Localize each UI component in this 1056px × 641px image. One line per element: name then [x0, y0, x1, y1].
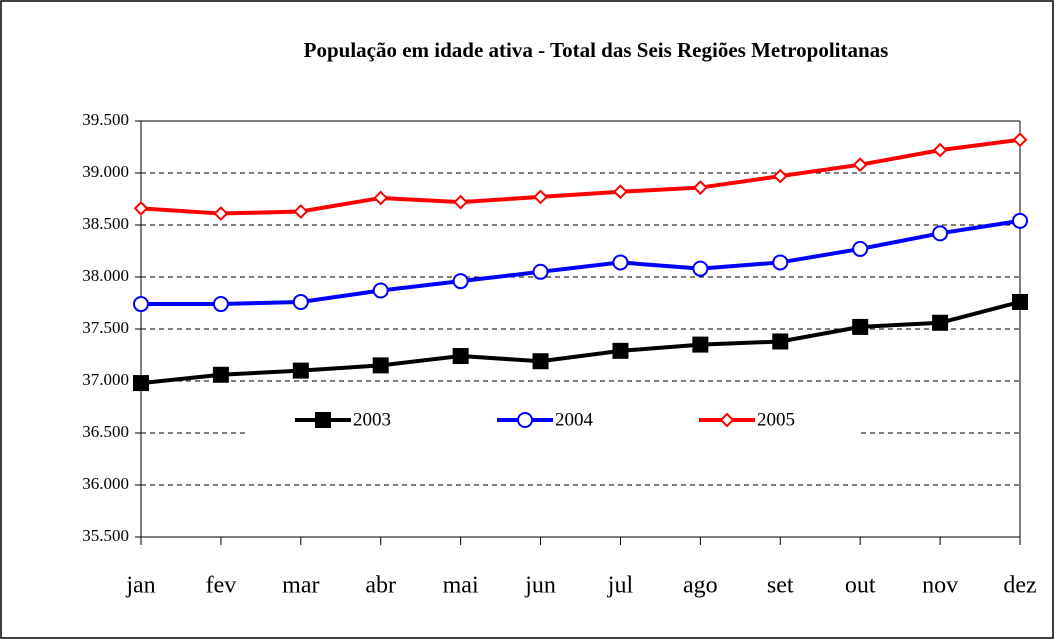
x-tick-label: jan [125, 573, 155, 599]
marker [532, 263, 549, 280]
series-line [140, 137, 1021, 216]
y-tick-label: 36.500 [82, 422, 129, 441]
x-tick-label: out [845, 573, 876, 599]
marker [1012, 132, 1028, 148]
legend-label: 2004 [555, 409, 594, 430]
marker [212, 366, 229, 383]
marker [452, 348, 469, 365]
marker [852, 157, 868, 173]
marker [293, 204, 309, 219]
x-tick-label: mar [282, 573, 319, 599]
marker [932, 225, 949, 242]
y-tick-label: 37.500 [82, 318, 129, 337]
marker [212, 296, 229, 313]
marker [772, 333, 789, 350]
y-tick-label: 38.500 [82, 214, 129, 233]
x-tick-label: jul [607, 573, 634, 599]
x-tick-label: abr [365, 573, 396, 599]
marker [213, 206, 229, 221]
marker [133, 375, 149, 392]
marker [932, 314, 949, 331]
marker [133, 296, 149, 313]
marker [373, 190, 389, 206]
x-tick-label: nov [922, 573, 958, 599]
marker [772, 168, 788, 184]
marker [772, 254, 789, 271]
marker [452, 273, 469, 290]
marker [692, 260, 709, 277]
marker [1012, 293, 1028, 310]
marker [612, 254, 629, 271]
marker [532, 353, 549, 370]
legend-label: 2005 [757, 409, 795, 430]
y-tick-label: 35.500 [82, 526, 129, 545]
marker [852, 240, 869, 257]
series-line [140, 300, 1021, 386]
y-tick-label: 39.000 [82, 162, 129, 181]
y-tick-label: 38.000 [82, 266, 129, 285]
marker [517, 412, 533, 428]
y-tick-label: 36.000 [82, 474, 129, 493]
marker [692, 180, 708, 195]
marker [692, 336, 709, 353]
x-tick-label: fev [206, 573, 237, 599]
y-tick-label: 37.000 [82, 370, 129, 389]
marker [292, 293, 309, 310]
y-tick-label: 39.500 [82, 110, 129, 129]
marker [453, 194, 469, 210]
marker [315, 412, 331, 428]
legend-label: 2003 [353, 409, 391, 430]
marker [852, 318, 869, 335]
marker [612, 342, 629, 359]
marker [133, 200, 149, 216]
chart-title: População em idade ativa - Total das Sei… [304, 38, 889, 62]
marker [372, 282, 389, 299]
x-tick-label: mai [443, 573, 479, 599]
series-line [141, 218, 1021, 307]
marker [372, 357, 389, 374]
x-tick-label: ago [683, 573, 718, 599]
marker [613, 184, 628, 200]
marker [292, 362, 309, 379]
x-tick-label: set [767, 573, 794, 599]
x-tick-label: jun [524, 573, 556, 599]
marker [1012, 212, 1028, 229]
marker [719, 412, 735, 428]
x-tick-label: dez [1003, 573, 1036, 599]
marker [932, 142, 948, 158]
marker [533, 189, 548, 205]
